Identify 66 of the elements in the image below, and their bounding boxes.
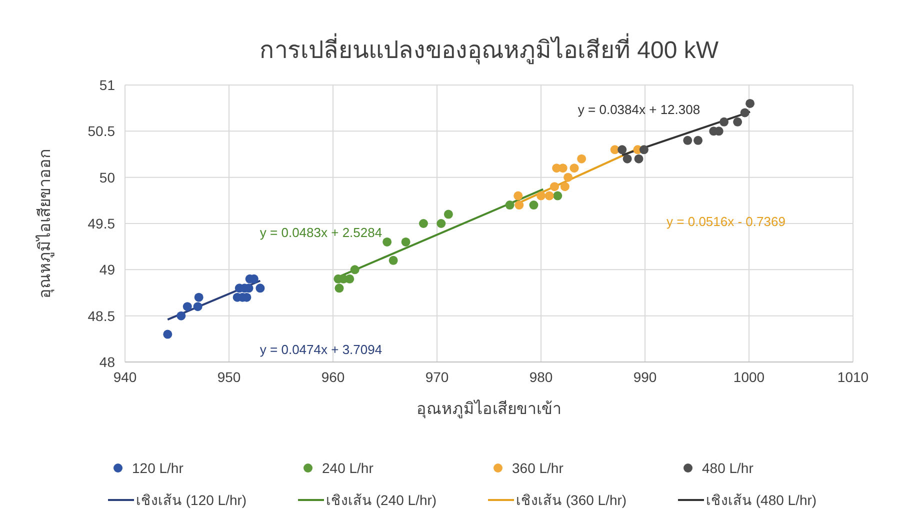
point (560, 182, 570, 192)
point (418, 219, 428, 228)
point (746, 98, 755, 108)
x-tick-label: 970 (425, 369, 449, 385)
point (536, 191, 546, 200)
point (382, 237, 392, 246)
legend-label: 480 L/hr (702, 460, 754, 476)
chart-title: การเปลี่ยนแปลงของอุณหภูมิไอเสียที่ 400 kW (259, 33, 719, 65)
point (388, 256, 398, 265)
y-tick-label: 51 (99, 77, 116, 93)
annotation: y = 0.0474x + 3.7094 (260, 342, 382, 357)
point (694, 136, 703, 145)
x-axis-title: อุณหภูมิไอเสียขาเข้า (416, 399, 562, 419)
point (577, 154, 586, 164)
legend-label: เชิงเส้น (120 L/hr) (136, 492, 247, 508)
legend-label: เชิงเส้น (360 L/hr) (516, 492, 627, 508)
annotation: y = 0.0384x + 12.308 (578, 102, 700, 117)
point (505, 200, 514, 210)
point (564, 172, 573, 182)
x-tick-label: 960 (321, 369, 345, 385)
legend-label: เชิงเส้น (240 L/hr) (326, 492, 437, 508)
x-tick-label: 980 (529, 369, 553, 385)
legend-label: เชิงเส้น (480 L/hr) (706, 492, 817, 508)
point (444, 210, 453, 219)
point (176, 311, 186, 320)
point (683, 136, 692, 145)
point (163, 330, 172, 339)
point (194, 292, 204, 302)
y-tick-label: 49.5 (88, 216, 116, 232)
point (544, 191, 554, 200)
point (182, 302, 192, 312)
point (350, 265, 360, 274)
point (618, 145, 627, 154)
x-tick-label: 950 (217, 369, 241, 385)
point (514, 200, 524, 210)
point (740, 108, 750, 118)
legend-label: 360 L/hr (512, 460, 564, 476)
point (193, 302, 202, 312)
x-tick-label: 1000 (733, 369, 765, 385)
point (720, 117, 729, 126)
y-tick-label: 50.5 (88, 123, 116, 140)
point (639, 145, 648, 154)
point (256, 284, 265, 293)
point (436, 219, 446, 228)
point (634, 154, 644, 164)
point (514, 191, 523, 200)
point (553, 191, 562, 200)
y-tick-label: 49 (99, 262, 116, 278)
x-tick-label: 1010 (837, 369, 869, 385)
legend-label: 120 L/hr (132, 460, 184, 476)
point (529, 200, 538, 210)
y-axis-title: อุณหภูมิไอเสียขาออก (35, 148, 55, 298)
point (550, 182, 560, 192)
point (733, 117, 742, 126)
y-tick-label: 48.5 (88, 308, 116, 324)
y-tick-label: 50 (99, 169, 116, 186)
point (570, 164, 579, 173)
point (334, 284, 344, 293)
legend-label: 240 L/hr (322, 460, 374, 476)
x-tick-label: 990 (633, 369, 657, 385)
x-tick-label: 940 (113, 369, 137, 385)
point (401, 237, 410, 246)
point (622, 154, 632, 164)
annotation: y = 0.0483x + 2.5284 (260, 225, 382, 240)
annotation: y = 0.0516x - 0.7369 (666, 214, 786, 229)
y-tick-label: 48 (99, 354, 116, 370)
